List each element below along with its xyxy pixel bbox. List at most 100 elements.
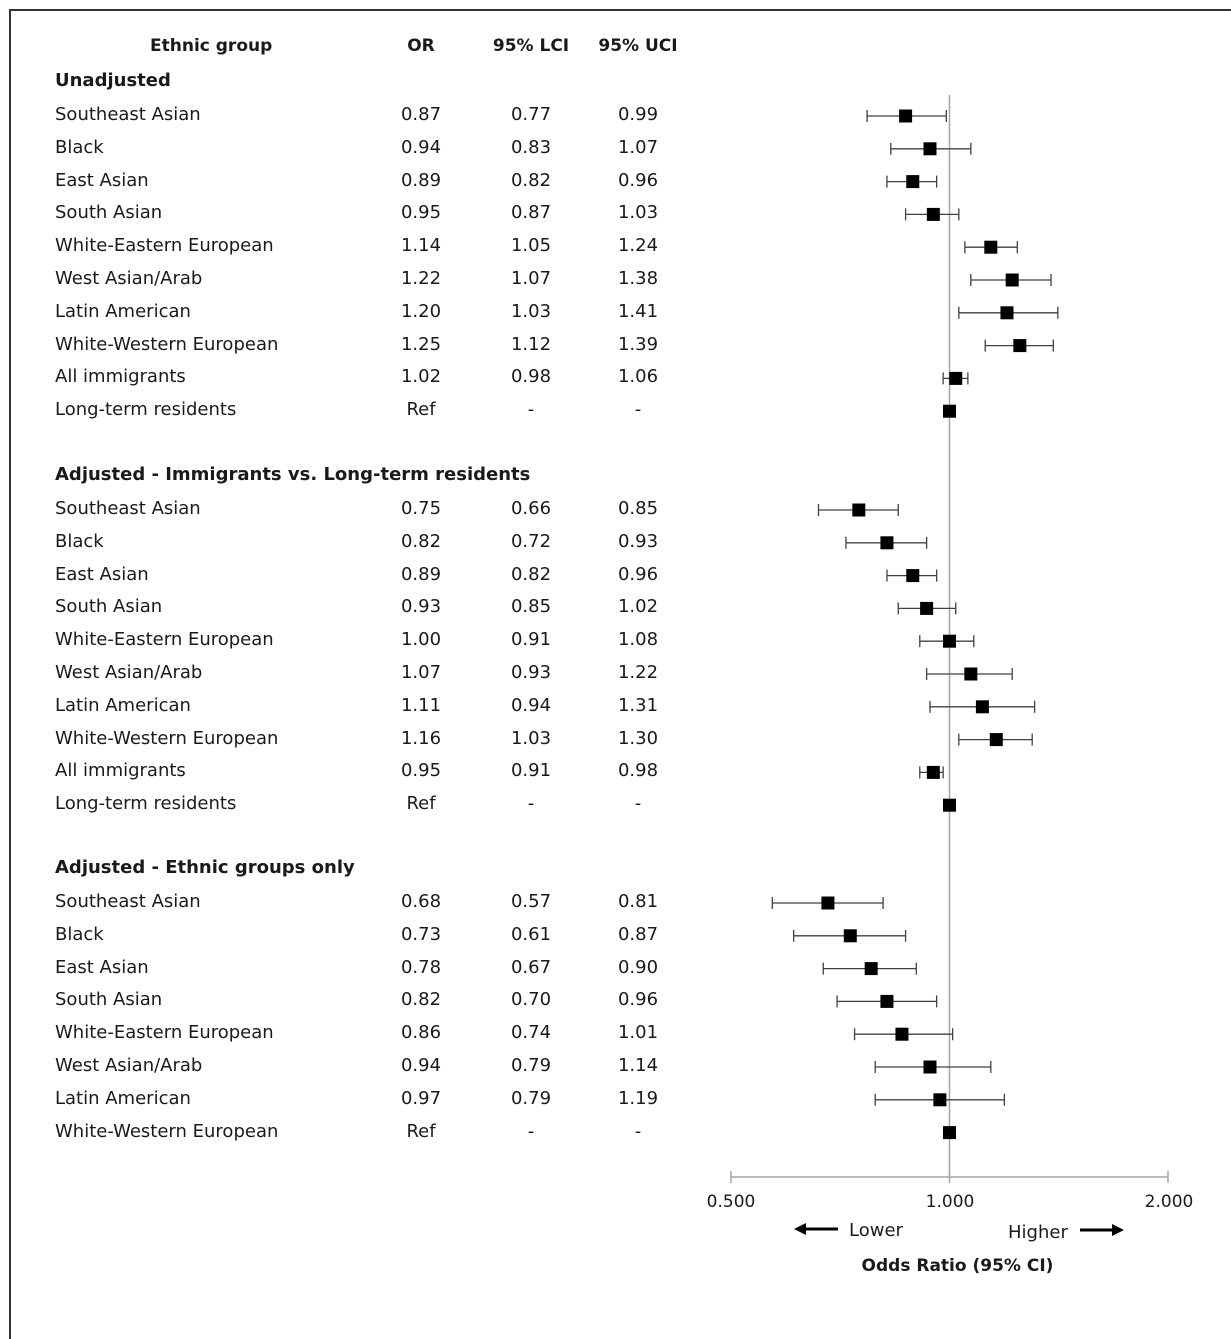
row-label: Latin American xyxy=(55,694,191,716)
lci-value: 0.98 xyxy=(510,366,552,388)
row-label: West Asian/Arab xyxy=(55,268,203,289)
uci-value: 1.14 xyxy=(617,1055,659,1076)
or-marker xyxy=(1005,273,1019,287)
x-tick-label: 0.500 xyxy=(706,1192,756,1212)
row-label: White-Western European xyxy=(55,333,279,355)
or-value: 0.73 xyxy=(400,923,442,945)
row-label: Black xyxy=(55,530,104,552)
arrow-right-head xyxy=(1112,1224,1124,1236)
or-value: 0.89 xyxy=(400,169,442,191)
row-label: White-Eastern European xyxy=(55,629,274,651)
lci-value: 0.61 xyxy=(510,923,552,945)
row-label: Latin American xyxy=(55,1087,191,1109)
uci-value: 1.39 xyxy=(617,333,659,355)
uci-value: 0.87 xyxy=(617,923,659,945)
or-marker xyxy=(906,569,920,583)
lci-value: 0.91 xyxy=(510,760,552,782)
section-title: Adjusted - Ethnic groups only xyxy=(55,857,355,878)
lci-value: - xyxy=(527,793,535,815)
or-value: 0.93 xyxy=(400,596,442,618)
uci-value: 1.24 xyxy=(617,235,659,257)
uci-value: 1.30 xyxy=(617,727,659,749)
or-marker xyxy=(920,601,934,615)
x-tick-label: 1.000 xyxy=(925,1192,975,1212)
or-value: 0.68 xyxy=(400,891,442,912)
or-value: 0.87 xyxy=(400,104,442,125)
row-label: White-Eastern European xyxy=(55,235,274,257)
row-label: Long-term residents xyxy=(55,793,237,815)
or-value: 1.25 xyxy=(400,333,442,355)
or-value: 0.94 xyxy=(400,1055,442,1076)
uci-value: 1.22 xyxy=(617,662,659,683)
lci-value: 0.93 xyxy=(510,662,552,683)
or-value: 0.75 xyxy=(400,498,442,519)
or-marker xyxy=(964,667,978,681)
row-label: East Asian xyxy=(55,169,149,191)
or-marker xyxy=(895,1027,909,1041)
lci-value: 0.79 xyxy=(510,1055,552,1076)
uci-value: - xyxy=(634,1120,642,1142)
uci-value: 1.02 xyxy=(617,596,659,618)
or-marker xyxy=(1000,306,1014,320)
or-marker xyxy=(943,634,956,648)
uci-value: 1.38 xyxy=(617,268,659,289)
lci-value: 0.82 xyxy=(510,563,552,585)
column-header-lci: 95% LCI xyxy=(492,36,570,56)
uci-value: 1.06 xyxy=(617,366,659,388)
row-label: Latin American xyxy=(55,300,191,322)
row-label: White-Eastern European xyxy=(55,1022,274,1044)
figure-frame xyxy=(9,9,1231,1339)
row-label: East Asian xyxy=(55,956,149,978)
or-marker xyxy=(880,994,894,1008)
or-marker xyxy=(943,798,956,812)
x-tick-label: 2.000 xyxy=(1144,1192,1194,1212)
or-value: 0.82 xyxy=(400,989,442,1011)
row-label: West Asian/Arab xyxy=(55,1055,203,1076)
lci-value: 0.74 xyxy=(510,1022,552,1044)
uci-value: 1.31 xyxy=(617,694,659,716)
direction-label-higher: Higher xyxy=(1008,1222,1068,1243)
row-label: White-Western European xyxy=(55,727,279,749)
uci-value: 1.03 xyxy=(617,202,659,224)
or-value: 1.11 xyxy=(400,694,442,716)
or-marker xyxy=(852,503,866,517)
row-label: Long-term residents xyxy=(55,399,237,421)
direction-label-lower: Lower xyxy=(849,1220,903,1241)
lci-value: 0.79 xyxy=(510,1087,552,1109)
lci-value: 0.83 xyxy=(510,136,552,158)
or-marker xyxy=(949,371,963,385)
or-marker xyxy=(989,733,1003,747)
or-value: 1.02 xyxy=(400,366,442,388)
uci-value: 1.08 xyxy=(617,629,659,651)
lci-value: 0.57 xyxy=(510,891,552,912)
or-value: 0.97 xyxy=(400,1087,442,1109)
uci-value: 1.01 xyxy=(617,1022,659,1044)
or-value: Ref xyxy=(406,399,436,421)
row-label: South Asian xyxy=(55,989,163,1011)
lci-value: - xyxy=(527,1120,535,1142)
or-marker xyxy=(984,240,998,254)
row-label: Black xyxy=(55,136,104,158)
uci-value: 0.93 xyxy=(617,530,659,552)
row-label: Southeast Asian xyxy=(55,891,201,912)
or-value: Ref xyxy=(406,793,436,815)
lci-value: 0.87 xyxy=(510,202,552,224)
row-label: All immigrants xyxy=(55,366,186,388)
uci-value: 0.96 xyxy=(617,169,659,191)
or-marker xyxy=(975,700,989,714)
or-marker xyxy=(899,109,913,123)
or-marker xyxy=(923,1060,937,1074)
or-marker xyxy=(926,765,940,779)
column-header-group: Ethnic group xyxy=(150,36,273,56)
lci-value: 0.72 xyxy=(510,530,552,552)
lci-value: 1.03 xyxy=(510,300,552,322)
or-marker xyxy=(933,1093,947,1107)
or-value: 0.95 xyxy=(400,202,442,224)
uci-value: - xyxy=(634,399,642,421)
or-value: 1.20 xyxy=(400,300,442,322)
or-value: 0.94 xyxy=(400,136,442,158)
or-value: 1.16 xyxy=(400,727,442,749)
lci-value: 0.91 xyxy=(510,629,552,651)
or-marker xyxy=(880,536,894,550)
lci-value: 1.07 xyxy=(510,268,552,289)
